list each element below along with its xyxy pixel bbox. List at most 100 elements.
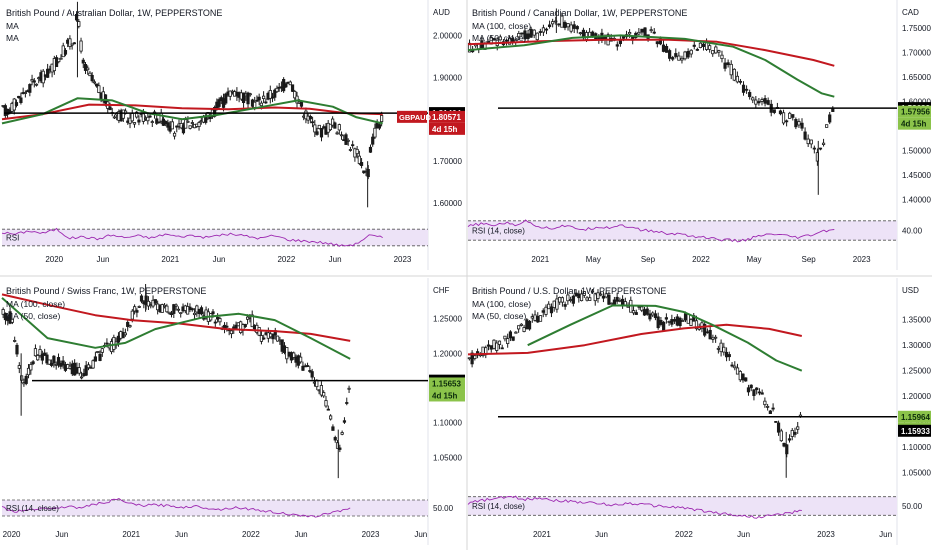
x-tick-label: 2020: [3, 530, 21, 539]
price-tag: [429, 110, 465, 123]
candle-body: [1, 309, 5, 315]
y-tick-label: 1.10000: [902, 443, 931, 452]
candle-body: [675, 316, 679, 326]
candle-body: [751, 97, 755, 101]
candle-body: [255, 99, 259, 102]
candle-body: [313, 124, 317, 133]
candle-body: [525, 319, 529, 330]
moving-average-line-2: [1, 297, 351, 360]
candle-body: [135, 310, 139, 313]
candle-body: [615, 44, 619, 47]
candle-body: [760, 392, 764, 395]
candle-body: [40, 353, 44, 361]
candle-body: [779, 430, 783, 442]
candle-body: [346, 139, 350, 142]
moving-average-line-1: [467, 323, 803, 356]
candle-body: [831, 108, 835, 112]
rsi-label: RSI (14, close): [6, 504, 59, 513]
candle-body: [661, 44, 666, 52]
candle-body: [86, 364, 91, 369]
candle-body: [10, 318, 14, 323]
candle-body: [13, 340, 17, 342]
candle-body: [705, 331, 710, 334]
candle-body: [551, 21, 555, 25]
candle-body: [677, 55, 681, 61]
candle-body: [549, 306, 554, 314]
candle-body: [90, 74, 94, 82]
candle-body: [166, 122, 170, 128]
x-tick-label: Jun: [97, 255, 110, 264]
x-tick-label: Jun: [329, 255, 342, 264]
candle-body: [108, 106, 112, 110]
candle-body: [689, 49, 693, 55]
candle-body: [711, 337, 715, 340]
x-tick-label: 2023: [362, 530, 380, 539]
candle-body: [91, 360, 95, 369]
candle-body: [217, 99, 221, 107]
y-tick-label: 1.35000: [902, 316, 931, 325]
candle-body: [788, 112, 792, 119]
price-tag: [898, 410, 931, 423]
candle-body: [735, 367, 740, 375]
candle-body: [57, 58, 61, 63]
y-tick-label: 1.75000: [902, 24, 931, 33]
candle-body: [584, 32, 589, 40]
candle-body: [809, 139, 813, 145]
candle-body: [169, 313, 174, 315]
candle-body: [752, 389, 756, 396]
candle-body: [757, 101, 761, 104]
candle-body: [264, 101, 268, 104]
rsi-line: [467, 495, 802, 519]
candle-body: [192, 312, 197, 316]
candle-body: [527, 320, 532, 330]
candle-body: [339, 134, 344, 137]
candle-body: [38, 349, 42, 357]
candle-body: [748, 92, 752, 98]
candle-body: [672, 319, 677, 322]
x-tick-label: May: [746, 255, 761, 264]
price-tag: [898, 105, 931, 118]
candle-body: [139, 295, 144, 302]
candle-body: [146, 116, 150, 122]
candle-body: [359, 162, 364, 166]
candle-body: [24, 375, 28, 384]
candle-body: [301, 365, 305, 371]
candle-body: [555, 298, 559, 310]
candle-body: [293, 91, 297, 99]
candle-body: [45, 354, 49, 364]
rsi-line: [467, 219, 835, 243]
candle-body: [79, 40, 83, 52]
candle-body: [268, 90, 272, 99]
y-tick-label: 1.65000: [902, 73, 931, 82]
candle-body: [123, 332, 127, 336]
candle-body: [253, 101, 257, 108]
candle-body: [130, 310, 134, 320]
x-tick-label: Jun: [213, 255, 226, 264]
candle-body: [77, 21, 81, 27]
candle-body: [380, 115, 384, 123]
candle-body: [708, 45, 712, 50]
candle-body: [141, 113, 145, 122]
candle-body: [536, 315, 540, 323]
candle-body: [292, 352, 296, 358]
candle-body: [190, 122, 194, 124]
candle-body: [793, 431, 797, 435]
candle-body: [30, 79, 34, 82]
candle-body: [683, 51, 687, 60]
candle-body: [514, 331, 518, 334]
candle-body: [733, 365, 737, 369]
candle-body: [319, 127, 324, 138]
candle-body: [651, 312, 655, 316]
candle-body: [774, 420, 778, 423]
candle-body: [234, 324, 238, 329]
candle-body: [218, 318, 222, 323]
candle-body: [366, 169, 370, 178]
x-tick-label: 2022: [242, 530, 260, 539]
candle-body: [790, 430, 794, 437]
candle-body: [337, 124, 341, 131]
candle-body: [322, 392, 326, 397]
candle-body: [473, 355, 477, 359]
candle-body: [262, 337, 266, 340]
symbol-tag-label: GBPAUD: [399, 113, 432, 122]
candle-body: [596, 292, 600, 299]
